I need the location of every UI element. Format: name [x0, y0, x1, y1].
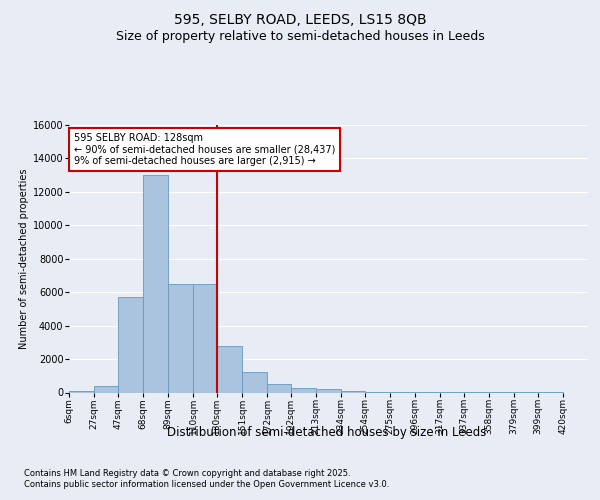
Bar	[94, 386, 118, 392]
Bar	[217, 346, 242, 393]
Bar	[69, 391, 94, 392]
Text: Size of property relative to semi-detached houses in Leeds: Size of property relative to semi-detach…	[116, 30, 484, 43]
Bar	[316, 389, 341, 392]
Bar	[118, 297, 143, 392]
Bar	[242, 372, 267, 392]
Text: Contains public sector information licensed under the Open Government Licence v3: Contains public sector information licen…	[24, 480, 389, 489]
Text: 595, SELBY ROAD, LEEDS, LS15 8QB: 595, SELBY ROAD, LEEDS, LS15 8QB	[173, 12, 427, 26]
Bar	[291, 388, 316, 392]
Bar	[143, 175, 168, 392]
Text: Contains HM Land Registry data © Crown copyright and database right 2025.: Contains HM Land Registry data © Crown c…	[24, 469, 350, 478]
Text: 595 SELBY ROAD: 128sqm
← 90% of semi-detached houses are smaller (28,437)
9% of : 595 SELBY ROAD: 128sqm ← 90% of semi-det…	[74, 133, 335, 166]
Text: Distribution of semi-detached houses by size in Leeds: Distribution of semi-detached houses by …	[167, 426, 487, 439]
Bar	[267, 384, 291, 392]
Bar	[193, 284, 217, 393]
Bar	[168, 284, 193, 393]
Y-axis label: Number of semi-detached properties: Number of semi-detached properties	[19, 168, 29, 349]
Bar	[341, 391, 365, 392]
